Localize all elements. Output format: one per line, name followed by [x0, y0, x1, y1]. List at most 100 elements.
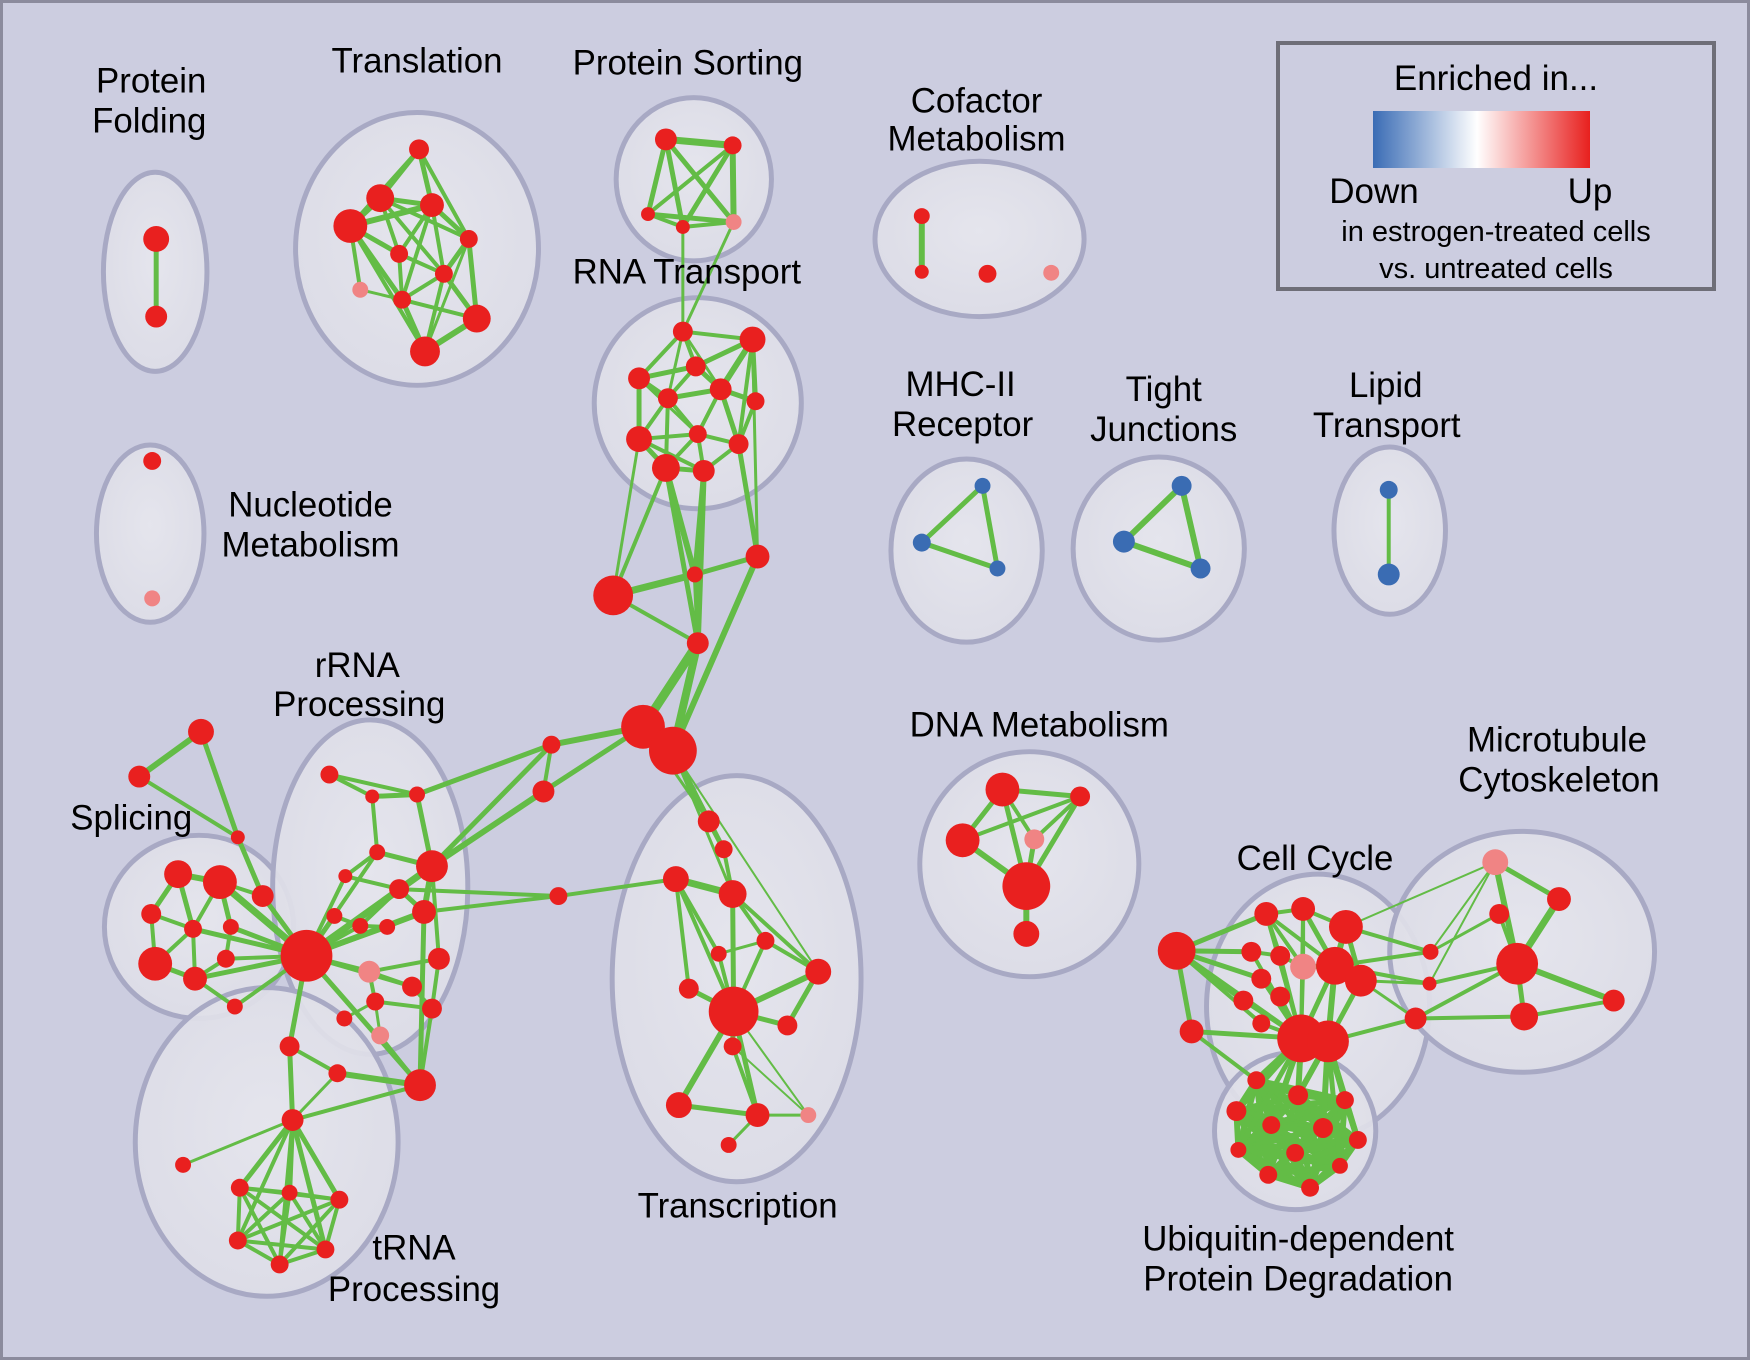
gene-set-node-mhc-e0 — [974, 477, 991, 494]
gene-set-node-rna-r1 — [739, 326, 766, 353]
gene-set-node-trans-t9 — [462, 304, 491, 333]
edge — [1344, 861, 1497, 928]
gene-set-node-ubi-w6 — [1230, 1141, 1247, 1158]
gene-set-node-cell-g6 — [1290, 953, 1317, 980]
ubi-label: Protein Degradation — [1143, 1259, 1453, 1298]
edge — [290, 1117, 342, 1203]
gene-set-node-transcription-x9 — [777, 1015, 798, 1036]
trna-ellipse — [132, 985, 401, 1299]
gene-set-node-spl-p0 — [164, 860, 193, 889]
edge — [370, 794, 380, 855]
gene-set-node-mhc-e1 — [912, 533, 931, 552]
gene-set-node-tj-f0 — [1171, 475, 1192, 496]
gene-set-node-rrna-q12 — [358, 960, 381, 983]
edge — [1120, 482, 1185, 545]
mhc-label: Receptor — [892, 405, 1034, 444]
gene-set-node-rrna-q18 — [371, 1026, 390, 1045]
gene-set-node-transcription-x10 — [723, 1037, 742, 1056]
legend-up-label: Up — [1567, 172, 1613, 211]
edge — [423, 237, 471, 353]
edge — [287, 1043, 296, 1123]
gene-set-node-rrna-q10 — [379, 918, 396, 935]
gene-set-node-rrna-q14 — [402, 976, 423, 997]
gene-set-node-trna-u1 — [175, 1156, 192, 1173]
gene-set-node-transcription-x11 — [665, 1092, 692, 1119]
gene-set-node-dna-d5 — [1013, 920, 1040, 947]
gene-set-node-rna-r5 — [657, 388, 678, 409]
gene-set-node-rna-r8 — [626, 426, 652, 453]
edge — [646, 143, 735, 217]
gene-set-node-tj-f2 — [1190, 558, 1211, 579]
gene-set-node-rna-r2 — [685, 356, 706, 377]
gene-set-node-trans-t10 — [410, 336, 440, 367]
edge — [277, 1197, 342, 1267]
gene-set-node-chain-m8 — [549, 887, 568, 906]
edge — [277, 1190, 292, 1267]
edge — [428, 788, 547, 870]
edge — [980, 483, 1000, 571]
edge — [681, 220, 736, 334]
gene-set-node-dna-d0 — [985, 772, 1020, 807]
gene-set-node-micro-b0 — [1422, 943, 1439, 960]
rrna-label: Processing — [273, 685, 445, 724]
gene-set-node-rrna-q3 — [369, 844, 386, 861]
gene-set-node-trans-t3 — [333, 209, 368, 243]
rrna-label: rRNA — [315, 646, 401, 685]
gene-set-node-rrna-q1 — [365, 789, 380, 804]
edge — [736, 337, 755, 447]
edge — [348, 224, 427, 354]
gene-set-node-rrna-q16 — [336, 1010, 353, 1027]
gene-set-node-cell-g8 — [1316, 946, 1354, 985]
edge — [731, 1045, 810, 1117]
edge — [417, 147, 471, 241]
gene-set-node-cof-c3 — [1043, 264, 1060, 281]
gene-set-node-sort-s1 — [723, 136, 742, 155]
gene-set-node-ubi-w9 — [1331, 1157, 1348, 1174]
edge — [235, 1238, 328, 1252]
gene-set-node-fold-a1 — [145, 305, 168, 328]
gene-set-node-spl-p6 — [183, 966, 207, 991]
gene-set-node-ubi-w8 — [1348, 1131, 1367, 1149]
edge — [237, 1117, 296, 1191]
ubi-label: Ubiquitin-dependent — [1142, 1219, 1454, 1258]
gene-set-node-transcription-x3 — [718, 880, 747, 908]
edge — [1429, 912, 1501, 954]
gene-set-node-transcription-x6 — [805, 958, 832, 985]
gene-set-node-sort-s2 — [641, 207, 655, 222]
gene-set-node-spl-p2 — [141, 904, 162, 924]
edge — [1429, 861, 1497, 953]
nuc-label: Nucleotide — [228, 486, 393, 525]
cof-label: Cofactor — [911, 82, 1043, 121]
lip-label: Transport — [1313, 406, 1461, 445]
trna-label: Processing — [328, 1270, 500, 1309]
nodes-layer — [128, 128, 1625, 1274]
edge — [680, 142, 736, 230]
gene-set-node-mhc-e2 — [989, 560, 1006, 577]
gene-set-node-cell-g9 — [1344, 964, 1377, 997]
legend-down-label: Down — [1329, 172, 1419, 211]
gene-set-node-sort-s4 — [725, 214, 742, 230]
edge — [235, 1190, 292, 1243]
gene-set-node-rna-r6 — [746, 392, 765, 411]
gene-set-node-nuc-n1 — [144, 590, 161, 607]
gene-set-node-ubi-w1 — [1288, 1085, 1309, 1106]
lip-label: Lipid — [1349, 366, 1423, 405]
gene-set-node-transcription-x12 — [745, 1103, 770, 1128]
edge — [237, 1185, 328, 1252]
tj-label: Junctions — [1090, 410, 1237, 449]
gene-set-node-rrna-q0 — [320, 765, 339, 784]
edge — [919, 540, 1000, 571]
gene-set-node-ubi-w7 — [1286, 1143, 1305, 1162]
gene-set-node-cell-g12 — [1252, 1014, 1271, 1033]
edge — [1522, 998, 1616, 1019]
edge — [1428, 861, 1497, 985]
gene-set-node-ubi-w5 — [1313, 1118, 1333, 1138]
ellipses-layer — [93, 95, 1658, 1299]
edge — [235, 1118, 295, 1243]
edge — [237, 1185, 282, 1267]
gene-set-node-lip-l1 — [1377, 563, 1400, 586]
gene-set-node-transcription-x13 — [800, 1107, 817, 1124]
rna-label: RNA Transport — [573, 253, 802, 292]
